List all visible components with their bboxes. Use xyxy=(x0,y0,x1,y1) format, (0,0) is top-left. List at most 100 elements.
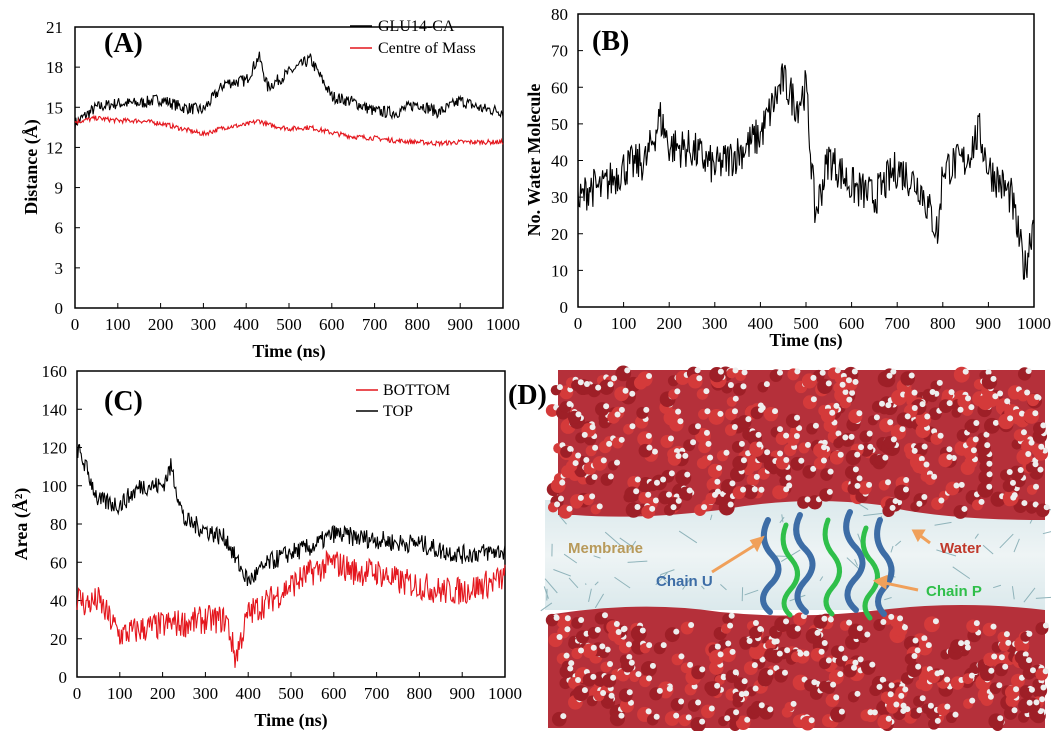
water-hydrogen xyxy=(944,703,951,710)
water-hydrogen xyxy=(826,488,833,495)
water-hydrogen xyxy=(716,464,723,471)
x-tick-label-c: 1000 xyxy=(488,684,522,703)
lipid-chain xyxy=(934,521,952,526)
water-molecules-bottom xyxy=(545,611,1049,731)
y-axis-label-b: No. Water Molecule xyxy=(524,84,544,237)
water-hydrogen xyxy=(854,451,861,458)
water-hydrogen xyxy=(1002,663,1009,670)
water-hydrogen xyxy=(1033,483,1040,490)
water-hydrogen xyxy=(595,384,602,391)
water-hydrogen xyxy=(921,494,928,501)
water-hydrogen xyxy=(958,640,965,647)
water-hydrogen xyxy=(696,375,703,382)
water-hydrogen xyxy=(732,367,739,374)
water-hydrogen xyxy=(798,457,805,464)
water-hydrogen xyxy=(695,423,702,430)
water-hydrogen xyxy=(568,660,575,667)
water-hydrogen xyxy=(725,640,732,647)
water-hydrogen xyxy=(556,633,563,640)
water-hydrogen xyxy=(833,694,840,701)
water-hydrogen xyxy=(887,419,894,426)
water-hydrogen xyxy=(919,695,926,702)
water-hydrogen xyxy=(793,433,800,440)
water-hydrogen xyxy=(964,639,971,646)
y-tick-label-a: 3 xyxy=(55,259,64,278)
water-hydrogen xyxy=(794,368,801,375)
water-hydrogen xyxy=(880,619,887,626)
water-hydrogen xyxy=(842,389,849,396)
water-hydrogen xyxy=(921,635,928,642)
water-hydrogen xyxy=(575,677,582,684)
water-hydrogen xyxy=(867,443,874,450)
water-hydrogen xyxy=(818,648,825,655)
water-oxygen xyxy=(708,408,725,425)
y-tick-label-c: 20 xyxy=(50,630,67,649)
water-hydrogen xyxy=(590,673,597,680)
water-hydrogen xyxy=(916,707,923,714)
water-hydrogen xyxy=(575,452,582,459)
x-axis-label-a: Time (ns) xyxy=(252,341,325,362)
series-line-a-2 xyxy=(74,114,504,148)
water-hydrogen xyxy=(854,482,861,489)
legend-label-com: Centre of Mass xyxy=(378,40,476,57)
water-hydrogen xyxy=(841,655,848,662)
lipid-chain xyxy=(854,559,858,566)
lipid-chain xyxy=(655,572,668,586)
lipid-chain xyxy=(660,569,675,576)
water-hydrogen xyxy=(772,408,779,415)
lipid-chain xyxy=(619,537,632,547)
water-hydrogen xyxy=(887,691,894,698)
water-hydrogen xyxy=(752,685,759,692)
water-hydrogen xyxy=(808,717,815,724)
lipid-chain xyxy=(781,514,784,523)
water-hydrogen xyxy=(866,481,873,488)
water-hydrogen xyxy=(890,368,897,375)
lipid-chain xyxy=(553,569,571,577)
water-hydrogen xyxy=(589,493,596,500)
water-hydrogen xyxy=(821,639,828,646)
water-hydrogen xyxy=(898,692,905,699)
water-hydrogen xyxy=(583,457,590,464)
lipid-chain xyxy=(1013,538,1020,553)
water-hydrogen xyxy=(856,410,863,417)
water-hydrogen xyxy=(627,699,634,706)
water-hydrogen xyxy=(615,629,622,636)
water-hydrogen xyxy=(670,504,677,511)
water-hydrogen xyxy=(757,626,764,633)
water-hydrogen xyxy=(572,460,579,467)
water-hydrogen xyxy=(908,372,915,379)
water-hydrogen xyxy=(703,429,710,436)
lipid-chain xyxy=(659,575,670,585)
water-hydrogen xyxy=(867,709,874,716)
water-hydrogen xyxy=(767,669,774,676)
y-tick-label-b: 50 xyxy=(551,115,568,134)
water-hydrogen xyxy=(746,637,753,644)
water-hydrogen xyxy=(866,430,873,437)
y-tick-label-b: 0 xyxy=(560,298,569,317)
water-hydrogen xyxy=(825,657,832,664)
water-hydrogen xyxy=(888,613,895,620)
water-hydrogen xyxy=(914,647,921,654)
lipid-chain xyxy=(863,512,883,517)
water-hydrogen xyxy=(741,678,748,685)
water-hydrogen xyxy=(1006,469,1013,476)
water-hydrogen xyxy=(1032,501,1039,508)
lipid-chain xyxy=(594,593,605,609)
water-hydrogen xyxy=(720,674,727,681)
water-oxygen xyxy=(718,499,735,516)
water-hydrogen xyxy=(854,690,861,697)
panel-b: (B) Time (ns) No. Water Molecule 0 100 200… xyxy=(524,5,1051,351)
water-hydrogen xyxy=(607,661,614,668)
membrane-lipids xyxy=(540,497,1051,612)
water-hydrogen xyxy=(882,454,889,461)
water-hydrogen xyxy=(785,474,792,481)
x-tick-label-b: 900 xyxy=(976,314,1002,333)
water-hydrogen xyxy=(869,661,876,668)
water-hydrogen xyxy=(858,444,865,451)
x-tick-label-a: 900 xyxy=(447,315,473,334)
water-hydrogen xyxy=(711,491,718,498)
water-hydrogen xyxy=(673,712,680,719)
x-tick-label-b: 500 xyxy=(793,314,819,333)
water-hydrogen xyxy=(624,367,631,374)
x-tick-label-c: 100 xyxy=(107,684,133,703)
